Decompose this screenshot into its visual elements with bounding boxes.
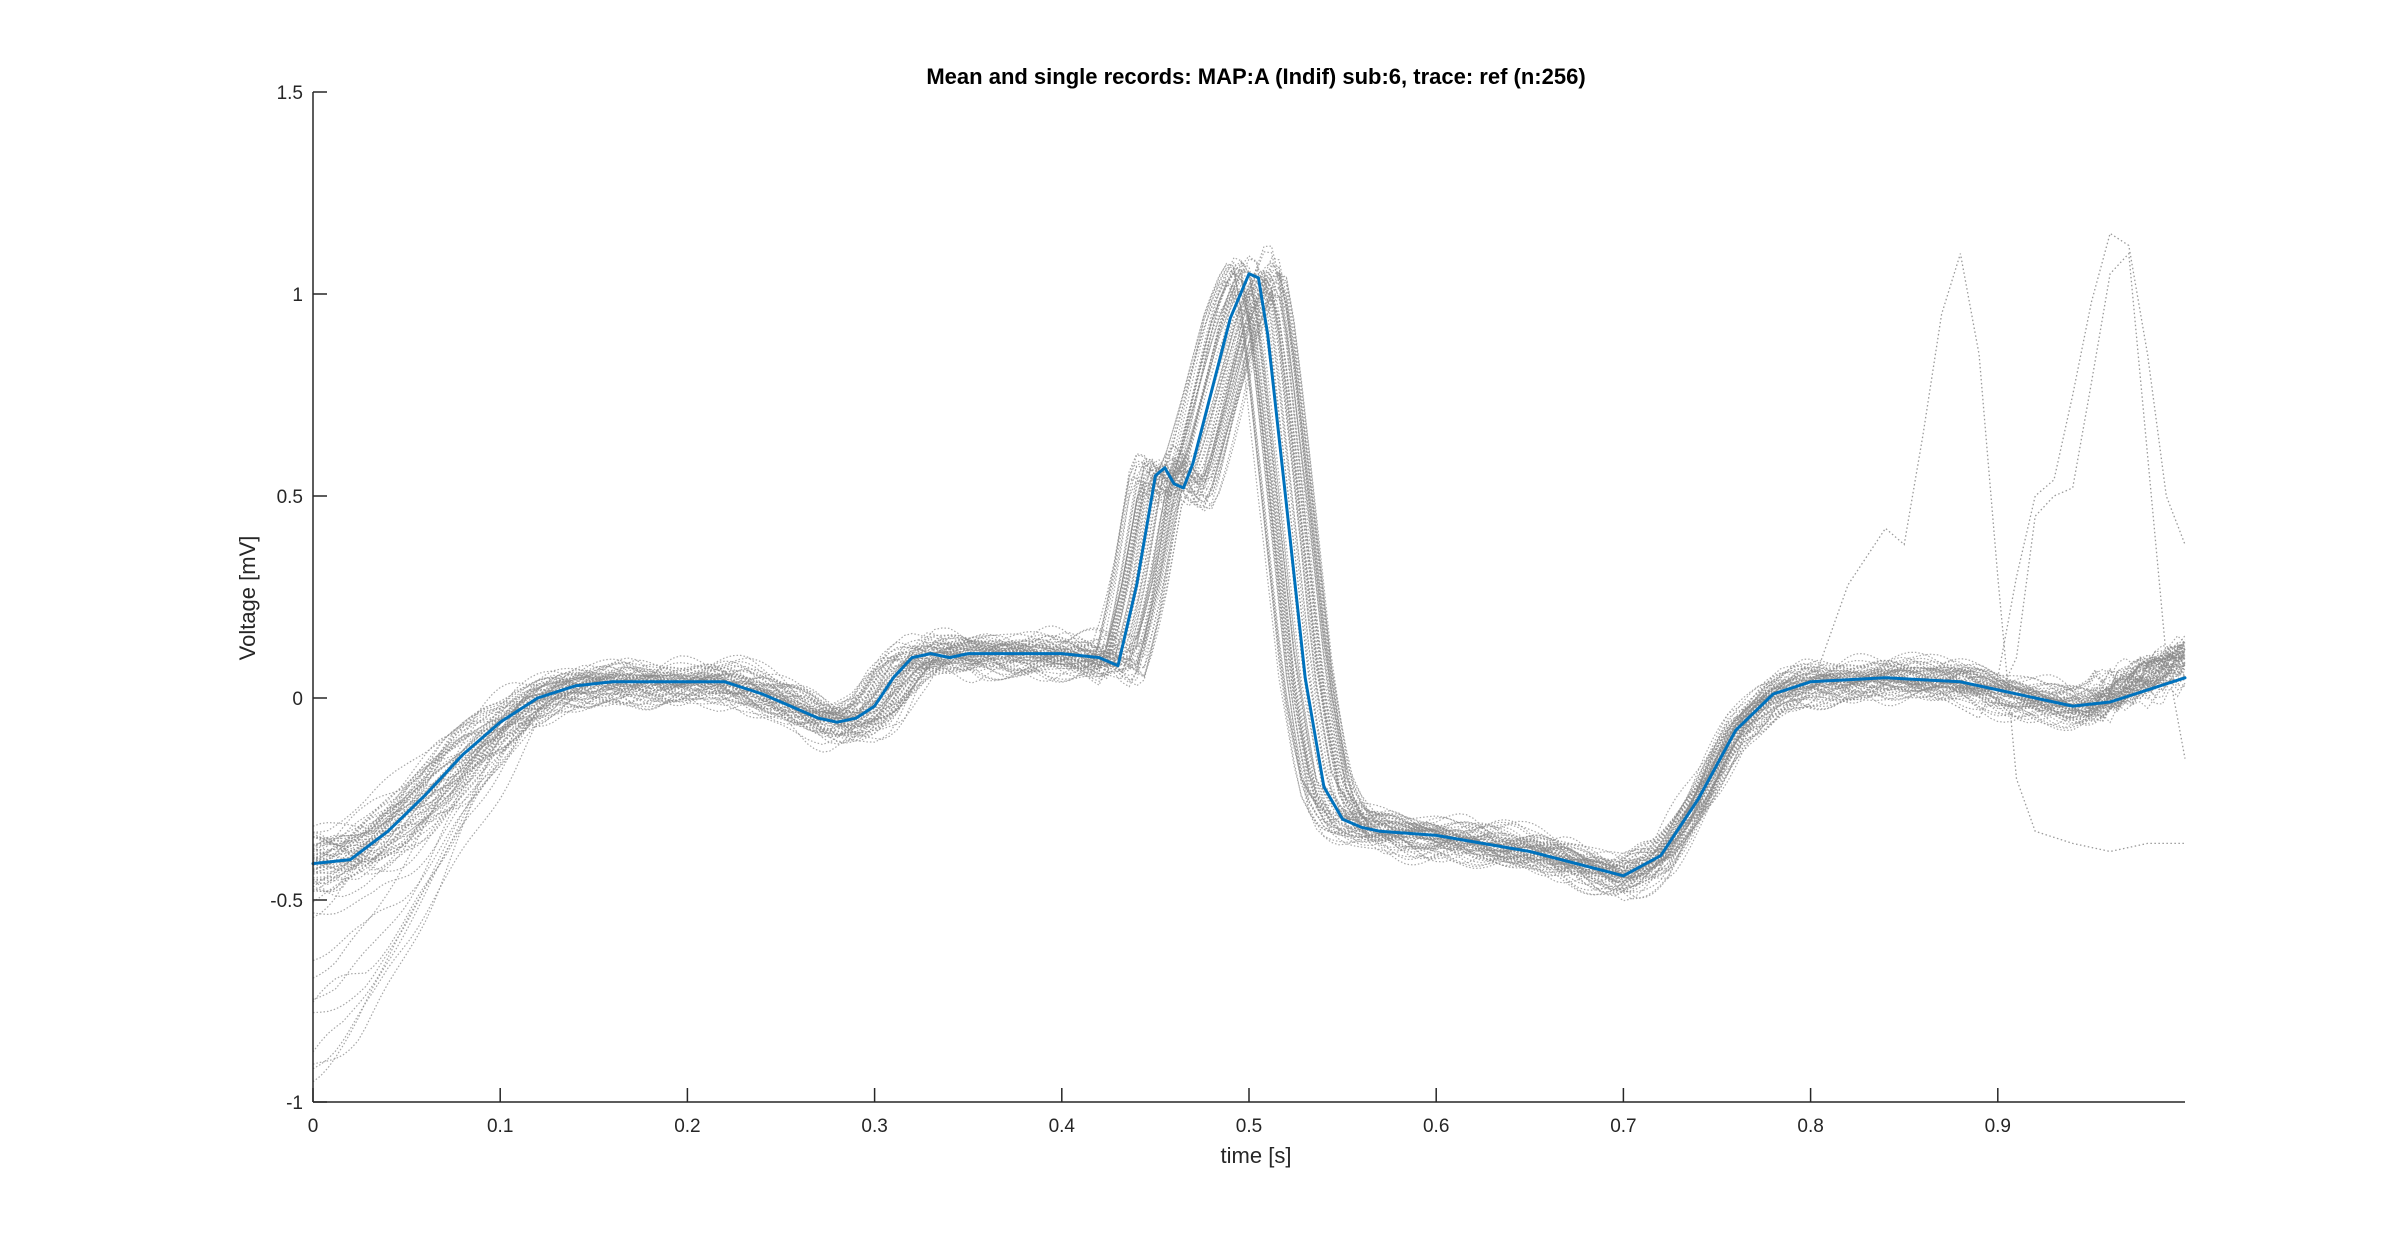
single-record-line [312,286,2186,899]
single-record-line [313,269,2186,874]
x-tick-label: 0.2 [674,1116,700,1137]
mean-trace-layer [311,272,2187,878]
y-tick-label: -0.5 [270,891,303,912]
x-tick-label: 0 [308,1116,319,1137]
single-record-line [312,271,2186,892]
single-record-line [312,256,2186,871]
single-record-line [312,283,2186,879]
single-record-line [312,294,2186,916]
y-tick-label: -1 [286,1093,303,1114]
single-records-layer [312,245,2186,1083]
single-record-line [312,262,2186,884]
x-tick-label: 0.7 [1610,1116,1636,1137]
x-tick-label: 0.4 [1049,1116,1076,1137]
single-record-line [312,262,2186,874]
single-record-line [312,277,2186,1014]
mean-trace-line [311,272,2187,878]
single-record-line [312,279,2186,879]
single-record-line [312,307,2186,896]
single-record-line [312,273,2186,884]
single-record-line [312,297,2186,900]
x-tick-label: 0.3 [861,1116,887,1137]
y-tick-label: 1 [292,285,303,306]
outlier-record-line [1903,232,2186,720]
single-record-line [312,267,2186,877]
single-record-line [312,254,2186,865]
x-tick-label: 0.5 [1236,1116,1262,1137]
y-axis-label: Voltage [mV] [235,536,260,661]
axes: 0 0.1 0.2 0.3 0.4 0.5 0.6 0.7 0.8 0.9 -1 -0.5 0 0.5 1… [270,83,2185,1137]
x-axis-label: time [s] [1221,1143,1292,1168]
x-tick-label: 0.9 [1985,1116,2011,1137]
single-record-line [312,273,2186,882]
x-ticks: 0 0.1 0.2 0.3 0.4 0.5 0.6 0.7 0.8 0.9 [308,1088,2011,1137]
single-record-line [312,286,2186,883]
single-record-line [312,270,2186,865]
single-record-line [312,257,2186,871]
single-record-line [312,251,2186,1003]
single-record-line [312,278,2186,1065]
outlier-records-layer [1809,232,2186,853]
chart-title: Mean and single records: MAP:A (Indif) s… [926,64,1585,89]
y-tick-label: 0 [292,689,303,710]
single-record-line [312,271,2186,891]
single-record-line [312,271,2186,875]
single-record-line [312,275,2186,879]
single-record-line [312,264,2186,885]
y-tick-label: 0.5 [277,487,303,508]
x-tick-label: 0.6 [1423,1116,1449,1137]
x-tick-label: 0.1 [487,1116,513,1137]
single-record-line [312,300,2186,903]
outlier-record-line [1922,252,2186,759]
outlier-record-line [1809,253,2185,853]
y-ticks: -1 -0.5 0 0.5 1 1.5 [270,83,327,1114]
single-record-line [312,269,2186,875]
single-record-line [312,277,2186,894]
single-record-line [312,270,2186,1053]
single-record-line [312,270,2186,879]
single-record-line [312,278,2186,879]
single-record-line [312,291,2186,962]
single-record-line [312,261,2186,893]
x-tick-label: 0.8 [1797,1116,1823,1137]
single-record-line [312,294,2186,1001]
single-record-line [312,291,2186,902]
y-tick-label: 1.5 [277,83,303,104]
single-record-line [312,266,2186,863]
single-record-line [312,293,2186,897]
single-record-line [312,267,2186,881]
